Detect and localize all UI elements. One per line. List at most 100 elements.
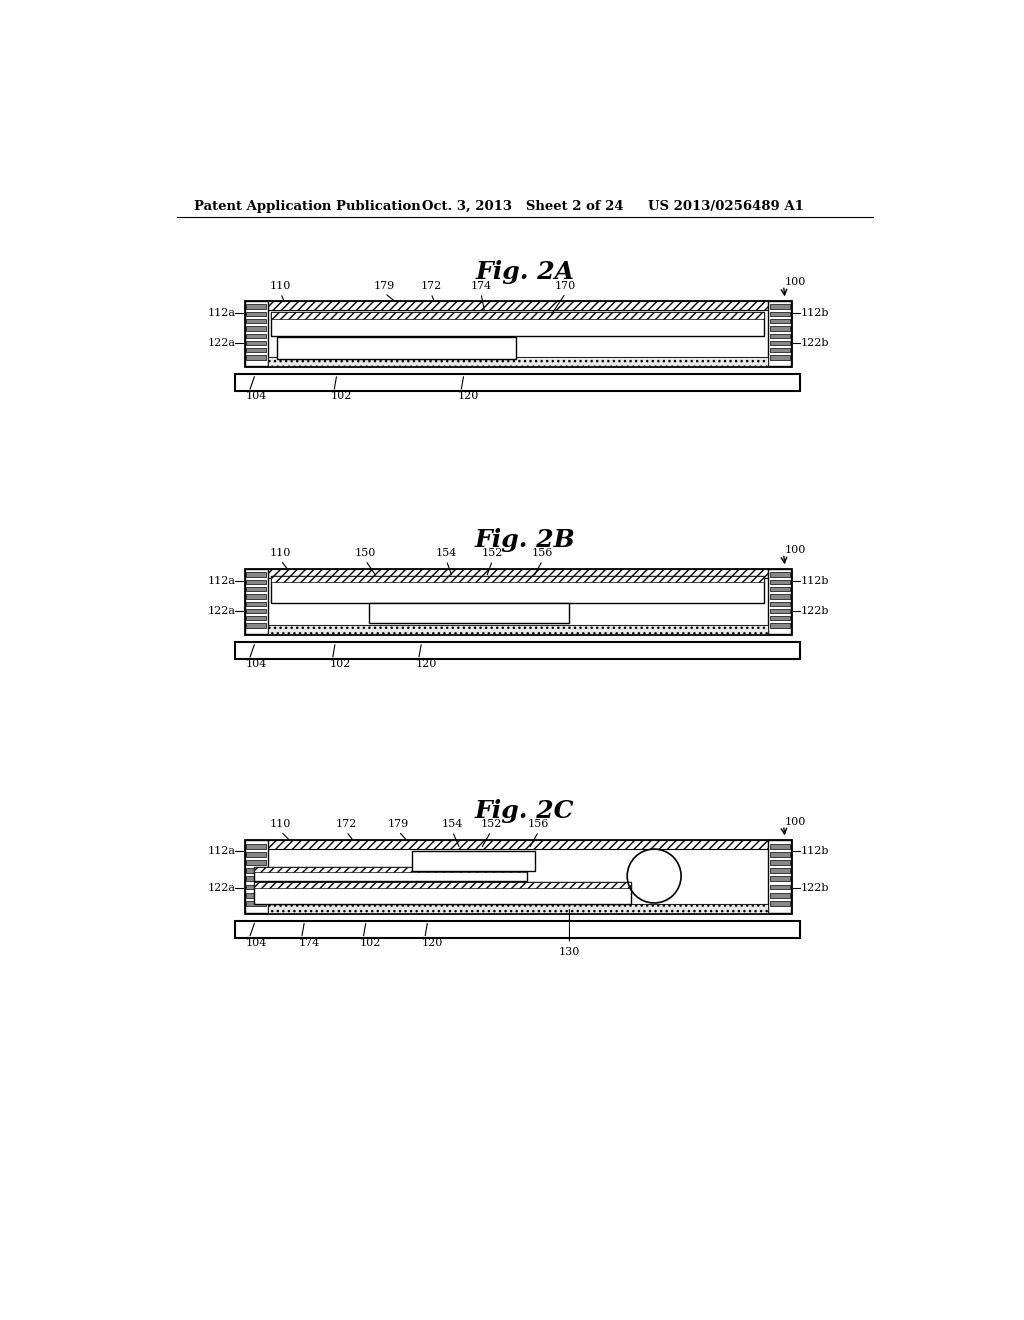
Bar — [770, 602, 790, 606]
Bar — [770, 900, 790, 906]
Bar — [246, 869, 266, 873]
Text: 120: 120 — [422, 937, 443, 948]
Bar — [770, 876, 790, 882]
Text: 122a: 122a — [207, 606, 236, 616]
Text: 172: 172 — [336, 820, 356, 829]
Text: 122b: 122b — [801, 606, 829, 616]
Text: 112a: 112a — [207, 308, 236, 318]
Bar — [245, 840, 792, 913]
Text: 110: 110 — [270, 820, 292, 829]
Bar — [770, 579, 790, 583]
Bar — [246, 305, 266, 309]
Bar — [245, 569, 267, 635]
Bar — [267, 358, 768, 367]
Text: 100: 100 — [785, 545, 807, 556]
Bar — [770, 892, 790, 898]
Bar — [246, 616, 266, 620]
Bar — [246, 587, 266, 591]
Text: 112a: 112a — [207, 846, 236, 857]
Bar — [246, 623, 266, 628]
Bar — [770, 348, 790, 352]
Bar — [246, 348, 266, 352]
Bar — [267, 301, 768, 310]
Bar — [246, 326, 266, 331]
Text: 120: 120 — [458, 391, 479, 401]
Bar — [770, 319, 790, 323]
Text: 154: 154 — [441, 820, 463, 829]
Bar — [246, 355, 266, 360]
Bar — [267, 840, 768, 849]
Text: 156: 156 — [528, 820, 549, 829]
Bar — [246, 602, 266, 606]
Bar — [770, 587, 790, 591]
Text: 102: 102 — [360, 937, 381, 948]
Text: 170: 170 — [555, 281, 577, 290]
Text: 112b: 112b — [801, 846, 829, 857]
Text: 122a: 122a — [207, 338, 236, 348]
Text: 112a: 112a — [207, 576, 236, 586]
Bar — [770, 312, 790, 315]
Text: 122a: 122a — [207, 883, 236, 894]
Text: 130: 130 — [559, 946, 581, 957]
Text: 174: 174 — [470, 281, 492, 290]
Text: Patent Application Publication: Patent Application Publication — [195, 199, 421, 213]
Text: 156: 156 — [531, 548, 553, 558]
Text: 104: 104 — [246, 937, 267, 948]
Bar — [770, 843, 790, 849]
Bar — [246, 884, 266, 890]
Bar — [267, 904, 768, 913]
Bar — [370, 603, 569, 623]
Bar — [245, 301, 792, 367]
Text: 179: 179 — [374, 281, 395, 290]
Bar — [276, 337, 515, 359]
Text: Oct. 3, 2013   Sheet 2 of 24: Oct. 3, 2013 Sheet 2 of 24 — [422, 199, 624, 213]
Bar — [768, 840, 792, 913]
Text: 110: 110 — [270, 548, 292, 558]
Bar — [271, 576, 764, 603]
Bar — [770, 326, 790, 331]
Bar — [412, 851, 535, 871]
Bar — [770, 334, 790, 338]
Bar — [768, 301, 792, 367]
Text: 172: 172 — [420, 281, 441, 290]
Bar — [271, 576, 764, 582]
Text: 102: 102 — [330, 659, 350, 669]
Bar — [770, 884, 790, 890]
Bar — [267, 626, 768, 635]
Bar — [271, 313, 764, 335]
Text: 104: 104 — [246, 659, 267, 669]
Bar — [770, 573, 790, 577]
Text: 154: 154 — [435, 548, 457, 558]
Bar — [770, 609, 790, 614]
Bar — [770, 355, 790, 360]
Bar — [254, 882, 631, 888]
Bar — [770, 594, 790, 599]
Bar — [246, 609, 266, 614]
Bar — [246, 319, 266, 323]
Text: 150: 150 — [354, 548, 376, 558]
Bar — [267, 904, 768, 913]
Text: 102: 102 — [331, 391, 352, 401]
Bar — [770, 616, 790, 620]
Bar — [246, 900, 266, 906]
Text: 152: 152 — [480, 820, 502, 829]
Bar — [267, 358, 768, 367]
Text: US 2013/0256489 A1: US 2013/0256489 A1 — [648, 199, 804, 213]
Bar — [254, 867, 527, 873]
Text: 120: 120 — [416, 659, 437, 669]
Text: 100: 100 — [785, 277, 807, 288]
Bar — [245, 840, 267, 913]
Bar — [246, 341, 266, 346]
Text: 112b: 112b — [801, 576, 829, 586]
Bar — [246, 594, 266, 599]
Bar — [267, 626, 768, 635]
Bar — [770, 341, 790, 346]
Bar — [236, 921, 801, 937]
Text: 152: 152 — [481, 548, 503, 558]
Text: 112b: 112b — [801, 308, 829, 318]
Bar — [254, 882, 631, 904]
Bar — [246, 573, 266, 577]
Bar — [271, 313, 764, 318]
Bar — [246, 579, 266, 583]
Text: Fig. 2C: Fig. 2C — [475, 800, 574, 824]
